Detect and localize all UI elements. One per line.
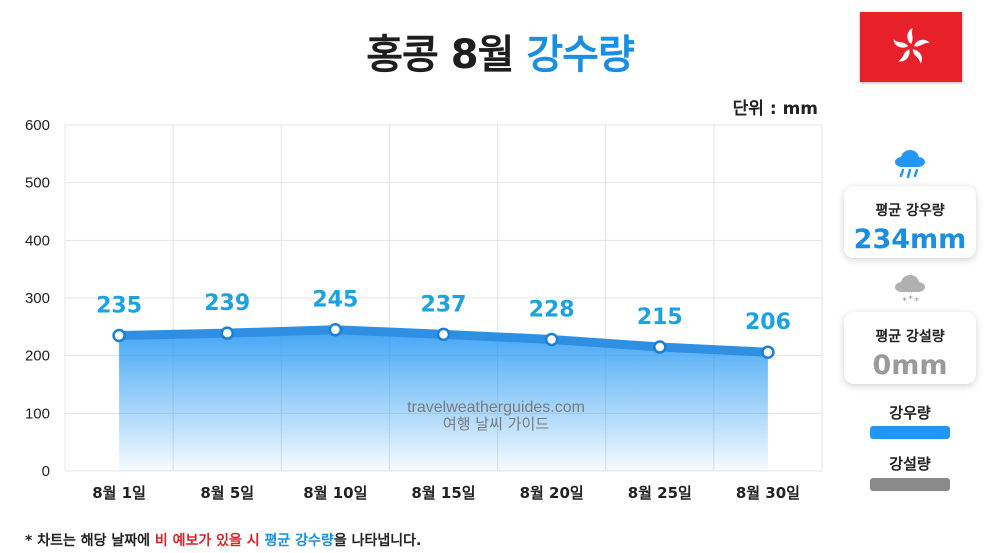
data-label: 215 <box>637 305 683 330</box>
x-tick-label: 8월 20일 <box>520 484 584 502</box>
svg-text:*: * <box>914 296 919 306</box>
watermark-url: travelweatherguides.com <box>407 399 585 416</box>
footnote-blue: 평균 강수량 <box>264 533 334 549</box>
avg-snowfall-value: 0mm <box>872 350 948 381</box>
data-point <box>328 322 343 337</box>
data-point <box>436 327 451 342</box>
footnote: * 차트는 해당 날짜에 비 예보가 있을 시 평균 강수량을 나타냅니다. <box>25 530 421 550</box>
avg-rainfall-label: 평균 강우량 <box>875 203 945 219</box>
data-label: 235 <box>96 293 142 318</box>
snow-cloud-icon: * * * <box>895 275 925 306</box>
data-point <box>761 345 775 359</box>
y-tick-label: 100 <box>25 405 50 422</box>
y-tick-label: 300 <box>25 290 50 307</box>
hong-kong-flag-icon <box>860 12 962 82</box>
x-tick-label: 8월 15일 <box>411 484 475 502</box>
footnote-prefix: * 차트는 해당 날짜에 <box>25 533 155 549</box>
title-main: 홍콩 8월 <box>366 32 514 78</box>
avg-rainfall-card: 평균 강우량 234mm <box>844 186 976 258</box>
data-point <box>112 328 126 343</box>
rain-cloud-icon <box>895 150 925 179</box>
avg-rainfall-value: 234mm <box>853 224 967 255</box>
x-tick-label: 8월 1일 <box>92 484 146 502</box>
data-label: 228 <box>529 298 575 323</box>
footnote-red: 비 예보가 있을 시 <box>154 533 260 549</box>
legend-rain-swatch <box>870 426 950 439</box>
data-label: 237 <box>421 292 467 317</box>
svg-text:*: * <box>902 296 907 306</box>
rainfall-chart: travelweatherguides.com 여행 날씨 가이드 235 239… <box>25 117 823 502</box>
data-point <box>220 326 234 340</box>
svg-text:*: * <box>908 294 913 305</box>
y-tick-label: 600 <box>25 117 50 134</box>
legend-snow-label: 강설량 <box>889 455 931 473</box>
x-tick-label: 8월 30일 <box>736 484 800 502</box>
y-tick-label: 500 <box>25 175 50 192</box>
y-tick-label: 200 <box>25 348 50 365</box>
avg-snowfall-card: 평균 강설량 0mm <box>844 312 976 384</box>
x-tick-label: 8월 5일 <box>200 484 254 502</box>
data-label: 206 <box>745 310 791 335</box>
data-point <box>653 340 667 354</box>
data-point <box>544 332 559 347</box>
avg-snowfall-label: 평균 강설량 <box>875 329 945 345</box>
title-accent: 강수량 <box>526 32 634 78</box>
footnote-suffix: 을 나타냅니다. <box>333 533 422 549</box>
y-tick-label: 400 <box>25 232 50 249</box>
legend-rain-label: 강우량 <box>889 404 931 422</box>
rainfall-area <box>119 329 768 471</box>
page-title: 홍콩 8월 강수량 <box>0 22 1000 80</box>
data-label: 245 <box>312 288 358 313</box>
data-label: 239 <box>204 291 250 316</box>
y-tick-label: 0 <box>42 463 50 480</box>
unit-label: 단위 : mm <box>732 99 818 119</box>
x-tick-label: 8월 25일 <box>628 484 692 502</box>
legend-snow-swatch <box>870 478 950 491</box>
x-tick-label: 8월 10일 <box>303 484 367 502</box>
watermark-name: 여행 날씨 가이드 <box>443 415 549 433</box>
